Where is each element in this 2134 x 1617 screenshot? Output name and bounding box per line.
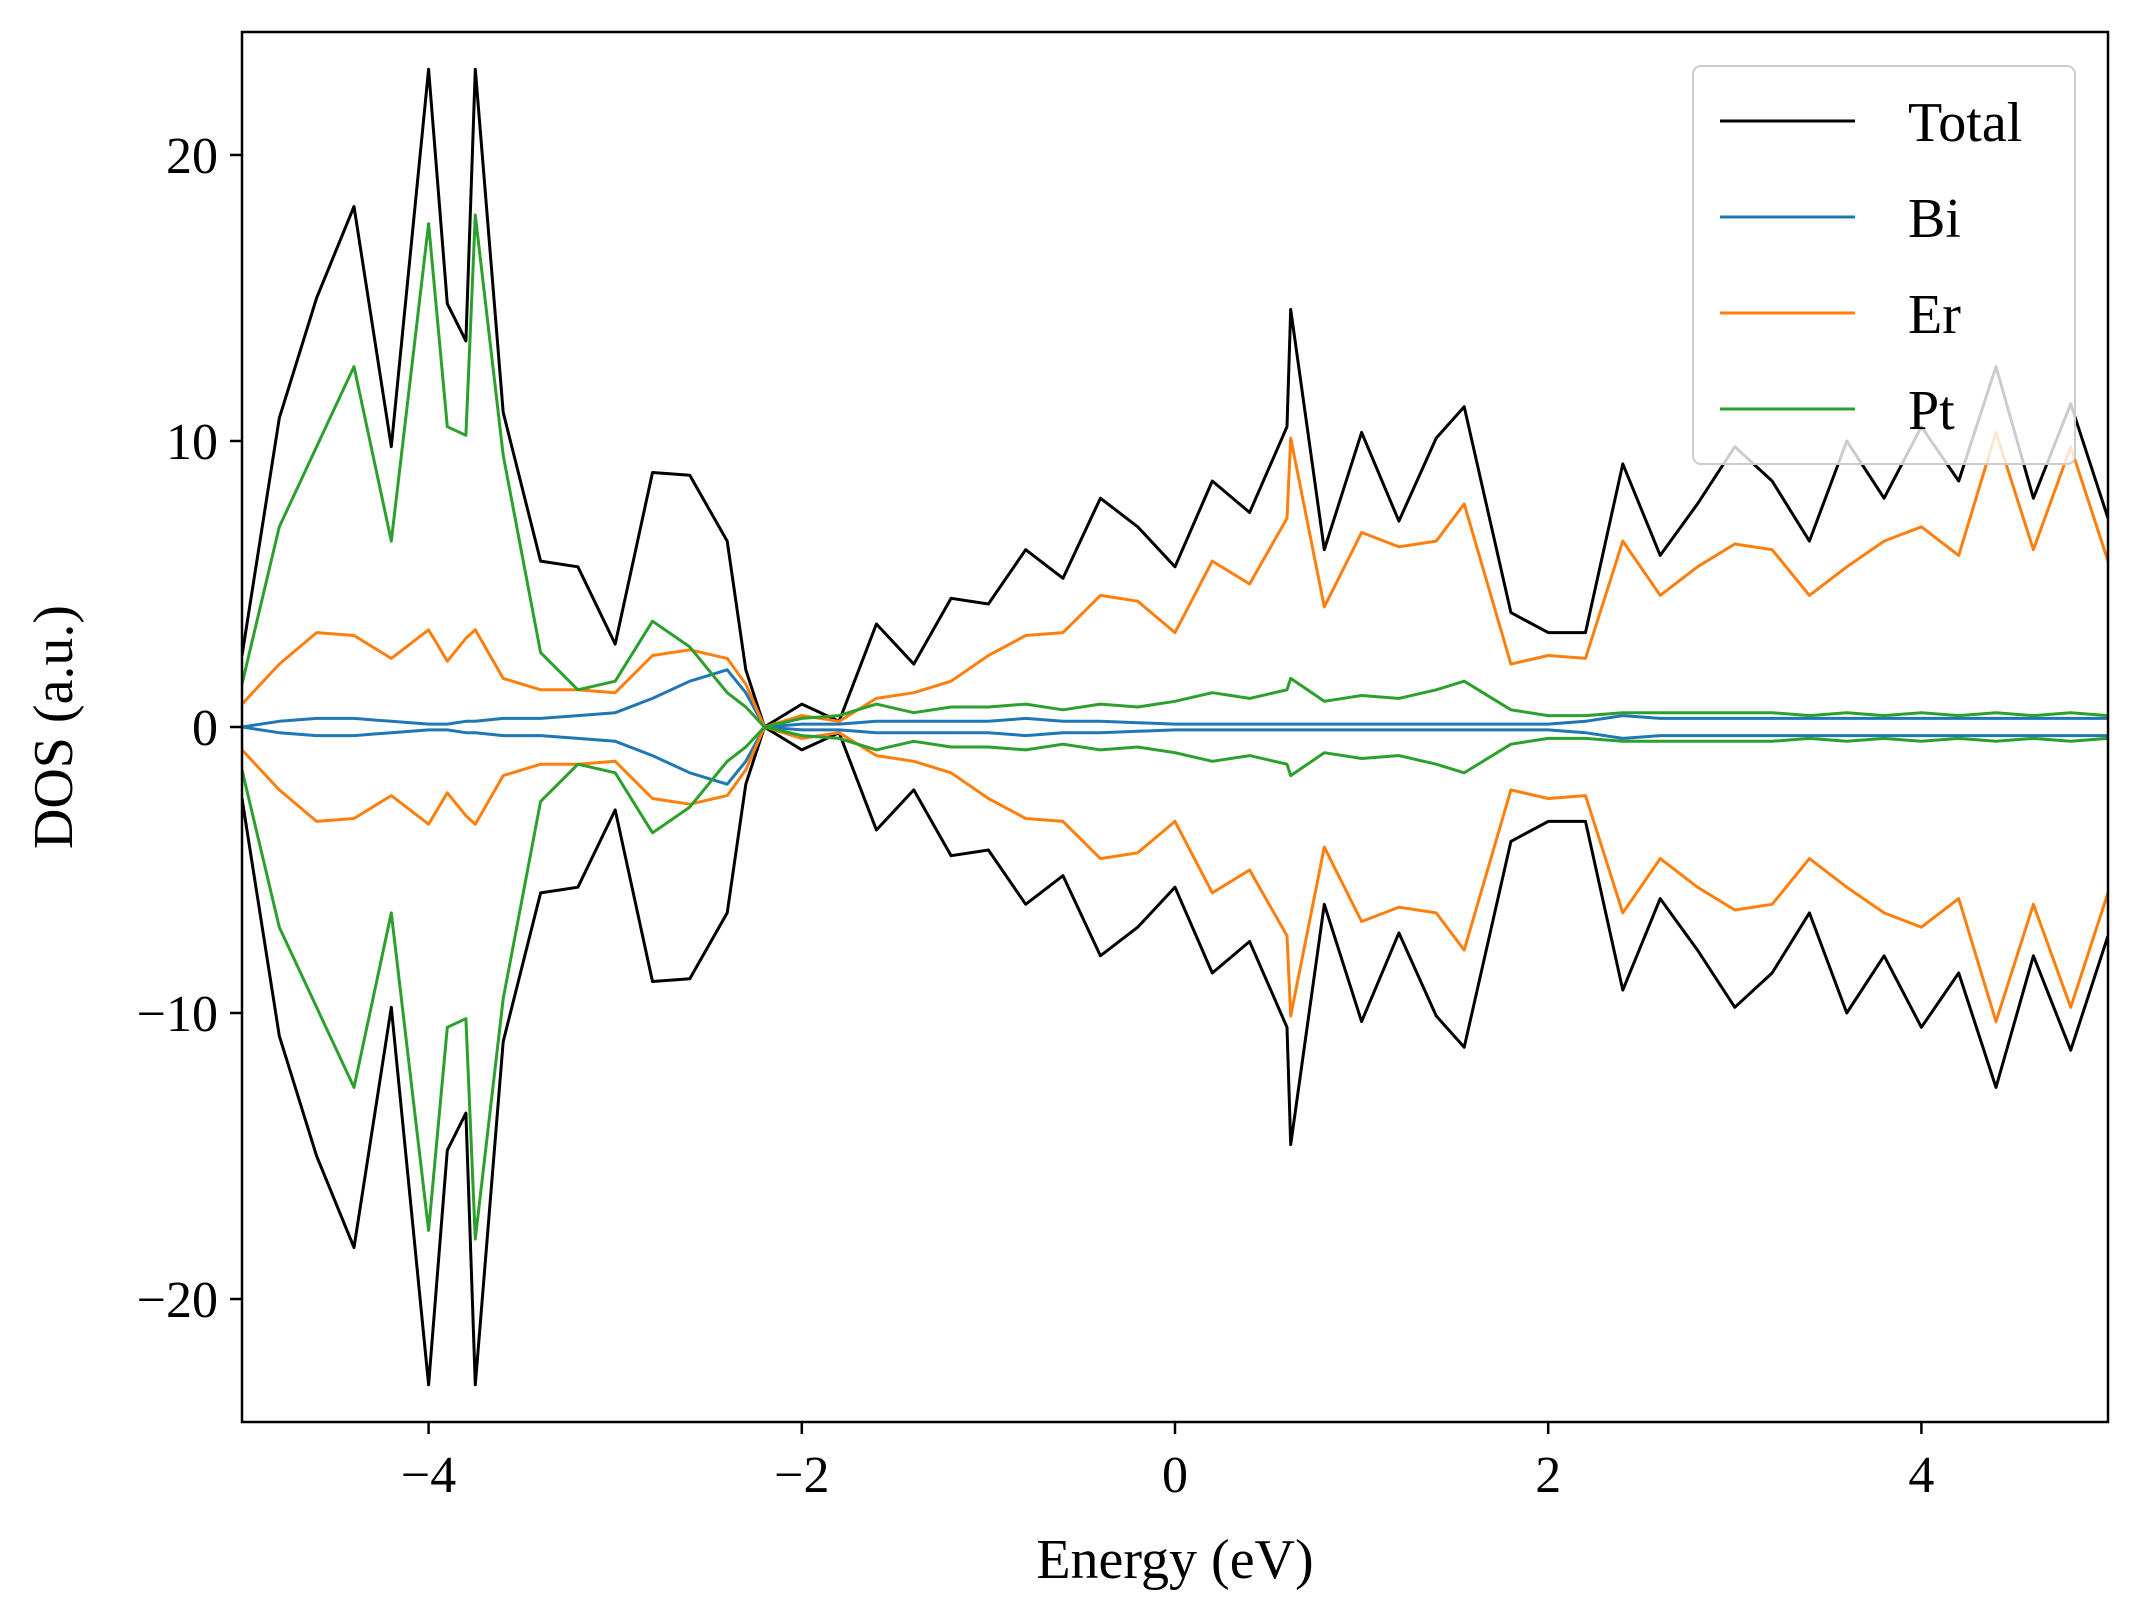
legend-label-pt: Pt [1908, 380, 1955, 442]
legend-label-er: Er [1908, 284, 1961, 346]
legend-label-bi: Bi [1908, 188, 1961, 250]
legend: Total Bi Er Pt [1693, 66, 2075, 464]
x-tick-label: −4 [401, 1447, 456, 1504]
legend-label-total: Total [1908, 92, 2022, 154]
dos-chart: −4 −2 0 2 4 −20−1001020 Energy (eV) DOS (a.u… [0, 0, 2134, 1617]
x-tick-label: −2 [774, 1447, 829, 1504]
y-tick-label: −20 [137, 1272, 218, 1329]
y-tick-label: 10 [166, 414, 218, 471]
y-tick-label: 0 [192, 700, 218, 757]
y-tick-label: −10 [137, 986, 218, 1043]
x-axis-title: Energy (eV) [1036, 1529, 1313, 1591]
y-axis-title: DOS (a.u.) [23, 605, 85, 849]
y-tick-label: 20 [166, 128, 218, 185]
x-tick-label: 0 [1162, 1447, 1188, 1504]
x-tick-label: 2 [1535, 1447, 1561, 1504]
x-tick-label: 4 [1908, 1447, 1934, 1504]
